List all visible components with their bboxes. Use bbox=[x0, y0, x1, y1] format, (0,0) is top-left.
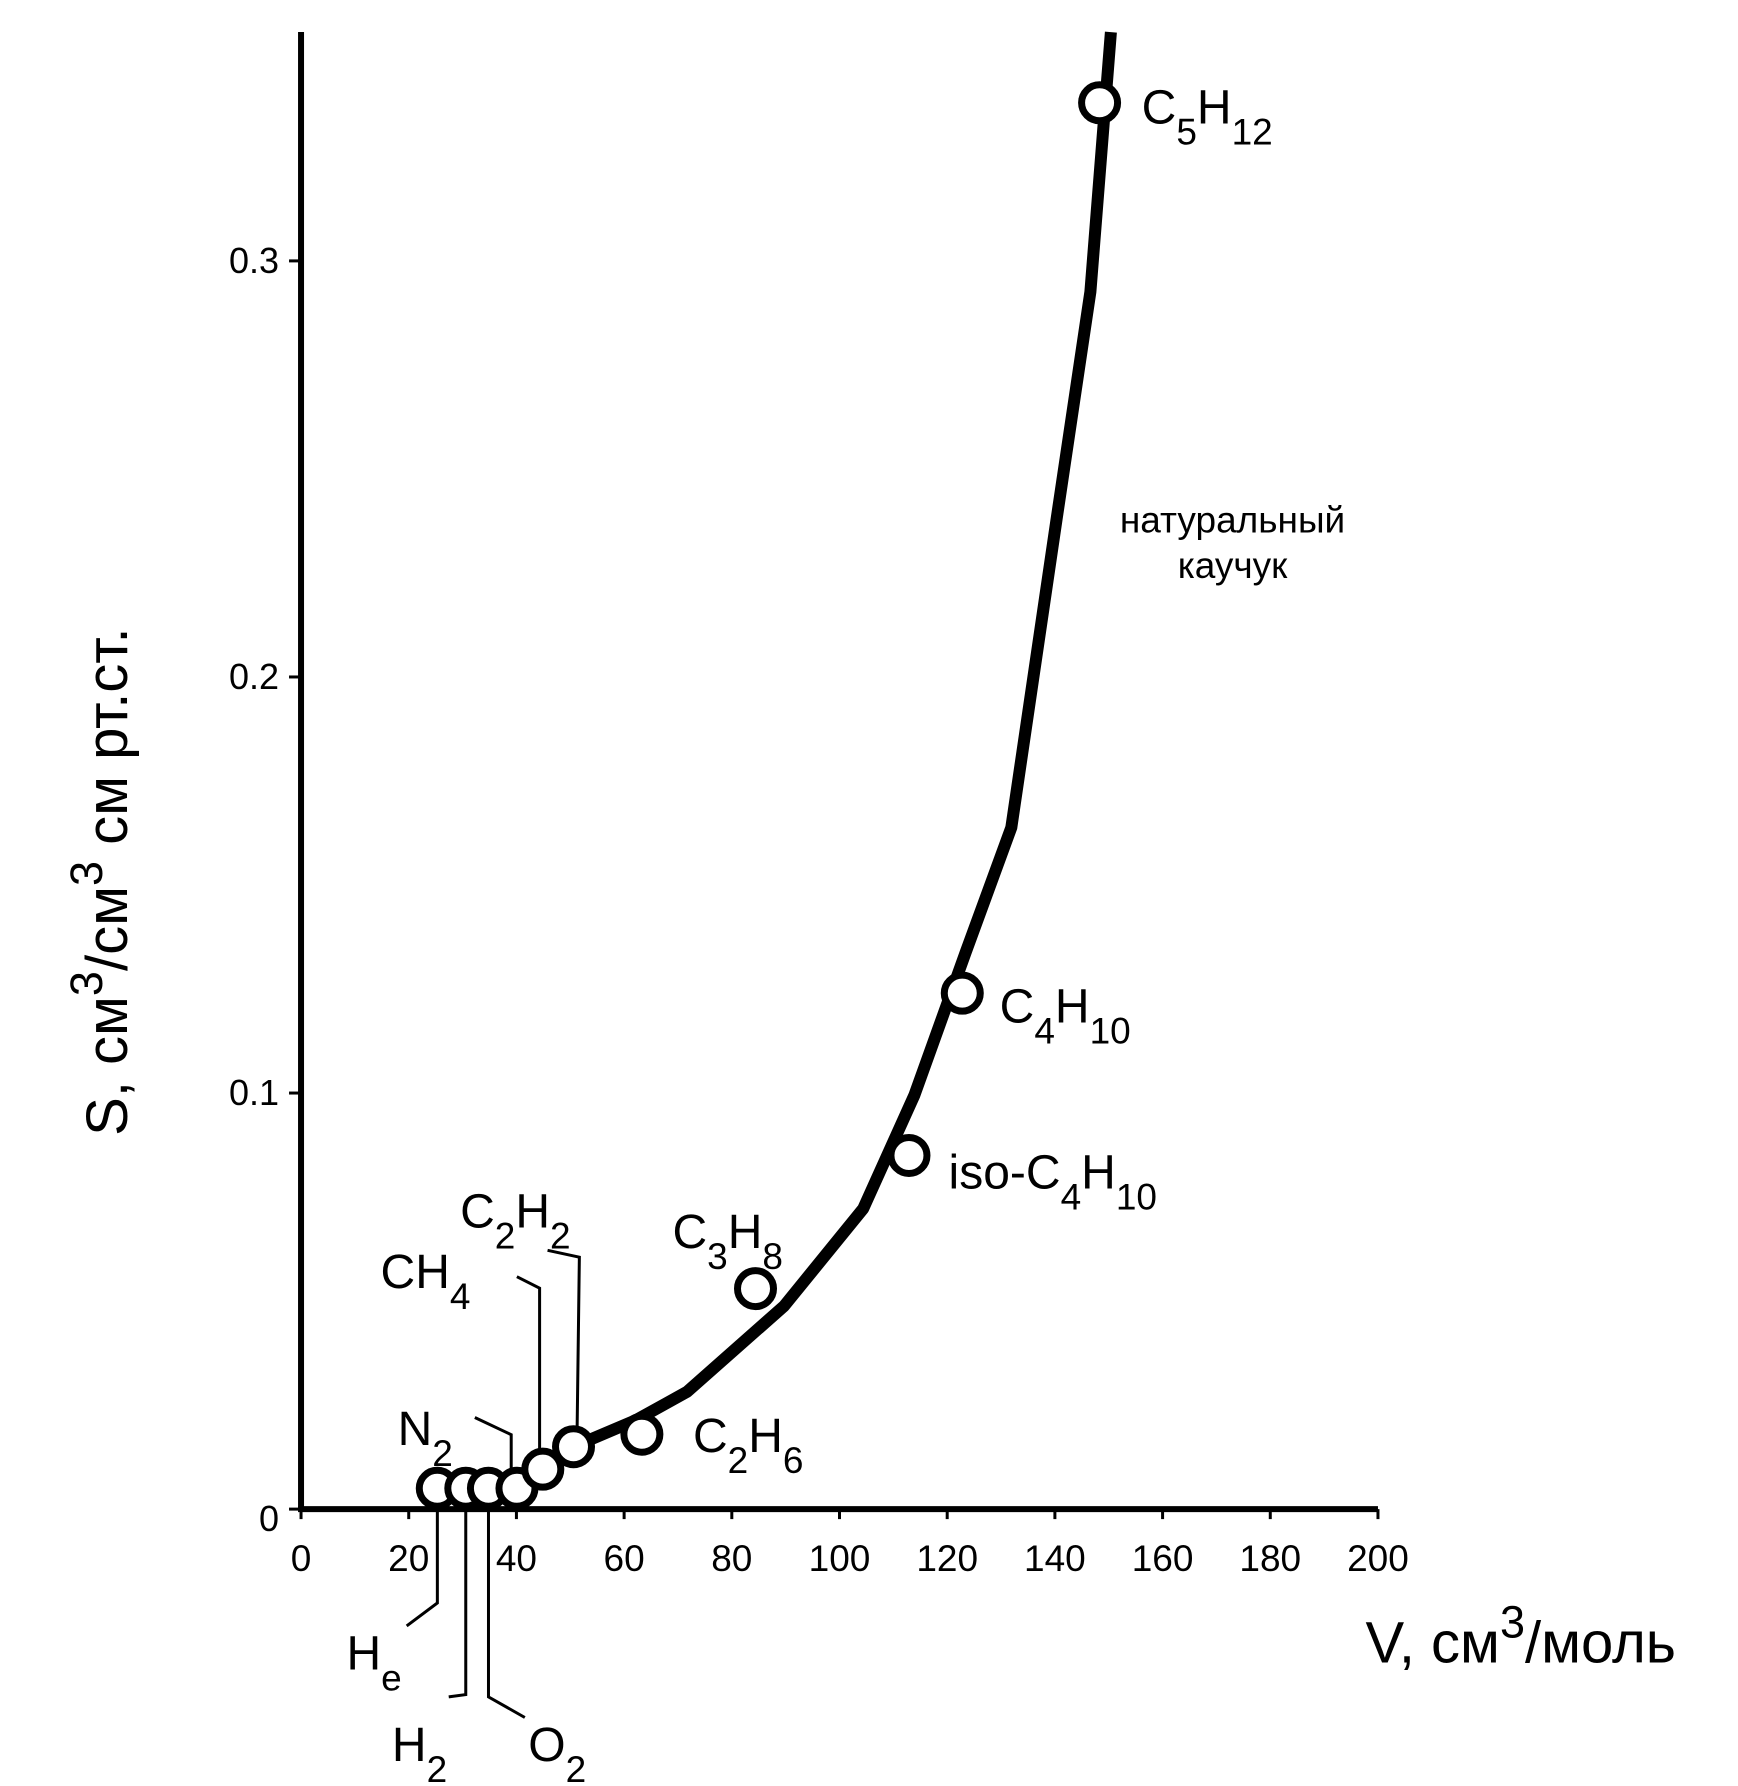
point-label-part: H bbox=[1197, 82, 1232, 135]
x-axis-title-part: /моль bbox=[1525, 1611, 1676, 1676]
y-axis-title-part: /см bbox=[75, 886, 140, 971]
x-tick-label: 120 bbox=[916, 1538, 978, 1579]
point-label-part: 4 bbox=[1034, 1010, 1055, 1051]
point-label-part: iso-C bbox=[949, 1147, 1061, 1200]
x-tick-label: 100 bbox=[809, 1538, 871, 1579]
y-tick-label: 0.3 bbox=[229, 240, 279, 281]
point-label-part: C bbox=[1000, 980, 1035, 1033]
point-label-part: e bbox=[381, 1657, 402, 1698]
point-label: CH4 bbox=[381, 1246, 471, 1317]
point-label-part: H bbox=[392, 1719, 427, 1772]
point-label: He bbox=[346, 1627, 401, 1698]
curve bbox=[539, 31, 1117, 1475]
leader-line bbox=[486, 1509, 526, 1719]
y-tick-label: 0 bbox=[259, 1498, 279, 1539]
y-tick-label: 0.2 bbox=[229, 656, 279, 697]
point-label-part: 3 bbox=[707, 1236, 728, 1277]
x-axis-title-part: V, см bbox=[1365, 1611, 1499, 1676]
point-label-part: 10 bbox=[1116, 1176, 1157, 1217]
point-label-part: H bbox=[1055, 980, 1090, 1033]
point-label-part: 4 bbox=[450, 1276, 471, 1317]
point-label-part: 4 bbox=[1061, 1176, 1082, 1217]
x-tick-label: 60 bbox=[604, 1538, 645, 1579]
point-label-part: 2 bbox=[432, 1432, 453, 1473]
point-label: C5H12 bbox=[1142, 82, 1273, 153]
y-tick-label: 0.1 bbox=[229, 1072, 279, 1113]
point-label: iso-C4H10 bbox=[949, 1147, 1157, 1218]
x-axis-title: V, см3/моль bbox=[1365, 1597, 1676, 1676]
point-label: N2 bbox=[398, 1403, 453, 1474]
point bbox=[620, 1412, 664, 1456]
point-label: C2H2 bbox=[460, 1185, 570, 1256]
point-label-part: O bbox=[528, 1719, 565, 1772]
point-label-part: 8 bbox=[762, 1236, 783, 1277]
x-axis-title-part: 3 bbox=[1500, 1597, 1525, 1648]
x-tick-label: 40 bbox=[496, 1538, 537, 1579]
point-label-part: 10 bbox=[1090, 1010, 1131, 1051]
leader-line bbox=[516, 1275, 542, 1460]
x-tick-label: 140 bbox=[1024, 1538, 1086, 1579]
point-label-part: C bbox=[1142, 82, 1177, 135]
point bbox=[552, 1425, 596, 1469]
leader-line bbox=[474, 1416, 513, 1478]
point-label: O2 bbox=[528, 1719, 586, 1786]
y-axis-title-part: S, см bbox=[75, 996, 140, 1136]
point bbox=[521, 1447, 565, 1491]
point-label: C4H10 bbox=[1000, 980, 1131, 1051]
x-tick-label: 80 bbox=[711, 1538, 752, 1579]
point bbox=[1078, 81, 1122, 125]
point-label-part: H bbox=[748, 1410, 783, 1463]
point-label-part: 2 bbox=[427, 1749, 448, 1786]
leader-line bbox=[448, 1509, 468, 1699]
point-label-part: H bbox=[728, 1206, 763, 1259]
x-tick-label: 180 bbox=[1239, 1538, 1301, 1579]
point-label-part: CH bbox=[381, 1246, 450, 1299]
point-label: C3H8 bbox=[673, 1206, 784, 1277]
point-label-part: 2 bbox=[550, 1215, 571, 1256]
x-tick-label: 160 bbox=[1132, 1538, 1194, 1579]
point-label-part: N bbox=[398, 1403, 433, 1456]
y-axis-title-part: см рт.ст. bbox=[75, 627, 140, 861]
leader-line bbox=[405, 1505, 439, 1628]
point-label-part: 6 bbox=[783, 1439, 804, 1480]
point-label-part: 2 bbox=[566, 1749, 587, 1786]
point bbox=[887, 1133, 931, 1177]
point-label-part: H bbox=[515, 1185, 550, 1238]
point-label-part: C bbox=[460, 1185, 495, 1238]
x-tick-label: 20 bbox=[388, 1538, 429, 1579]
point bbox=[940, 971, 984, 1015]
annotation: каучук bbox=[1178, 545, 1288, 586]
x-tick-label: 0 bbox=[291, 1538, 312, 1579]
point-label-part: H bbox=[346, 1627, 381, 1680]
point-label: H2 bbox=[392, 1719, 447, 1786]
point-label-part: C bbox=[673, 1206, 708, 1259]
x-tick-label: 200 bbox=[1347, 1538, 1409, 1579]
annotation: натуральный bbox=[1120, 499, 1345, 540]
point-label-part: 2 bbox=[495, 1215, 516, 1256]
leader-line bbox=[547, 1248, 581, 1432]
point-label-part: H bbox=[1081, 1147, 1116, 1200]
point-label-part: 2 bbox=[728, 1439, 749, 1480]
y-axis-title: S, см3/см3 см рт.ст. bbox=[61, 627, 140, 1135]
y-axis-title-part: 3 bbox=[61, 861, 112, 886]
point-label-part: 5 bbox=[1176, 111, 1197, 152]
point-label-part: 12 bbox=[1232, 111, 1273, 152]
point bbox=[734, 1267, 778, 1311]
y-axis-title-part: 3 bbox=[61, 971, 112, 996]
point-label-part: C bbox=[693, 1410, 728, 1463]
point-label: C2H6 bbox=[693, 1410, 804, 1481]
